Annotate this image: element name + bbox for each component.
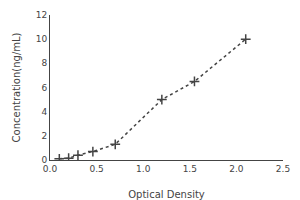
svg-text:1.5: 1.5	[183, 164, 197, 174]
svg-text:12: 12	[36, 10, 47, 20]
svg-text:1.0: 1.0	[136, 164, 151, 174]
svg-text:4: 4	[41, 107, 47, 117]
svg-text:2.0: 2.0	[229, 164, 244, 174]
svg-text:2: 2	[41, 131, 47, 141]
svg-text:Optical Density: Optical Density	[128, 189, 205, 200]
svg-text:2.5: 2.5	[276, 164, 290, 174]
svg-text:6: 6	[41, 83, 47, 93]
svg-text:0: 0	[41, 155, 47, 165]
svg-text:8: 8	[41, 58, 47, 68]
svg-text:0.5: 0.5	[89, 164, 103, 174]
svg-text:0.0: 0.0	[43, 164, 58, 174]
svg-text:Concentration(ng/mL): Concentration(ng/mL)	[11, 32, 22, 142]
svg-text:10: 10	[36, 34, 48, 44]
